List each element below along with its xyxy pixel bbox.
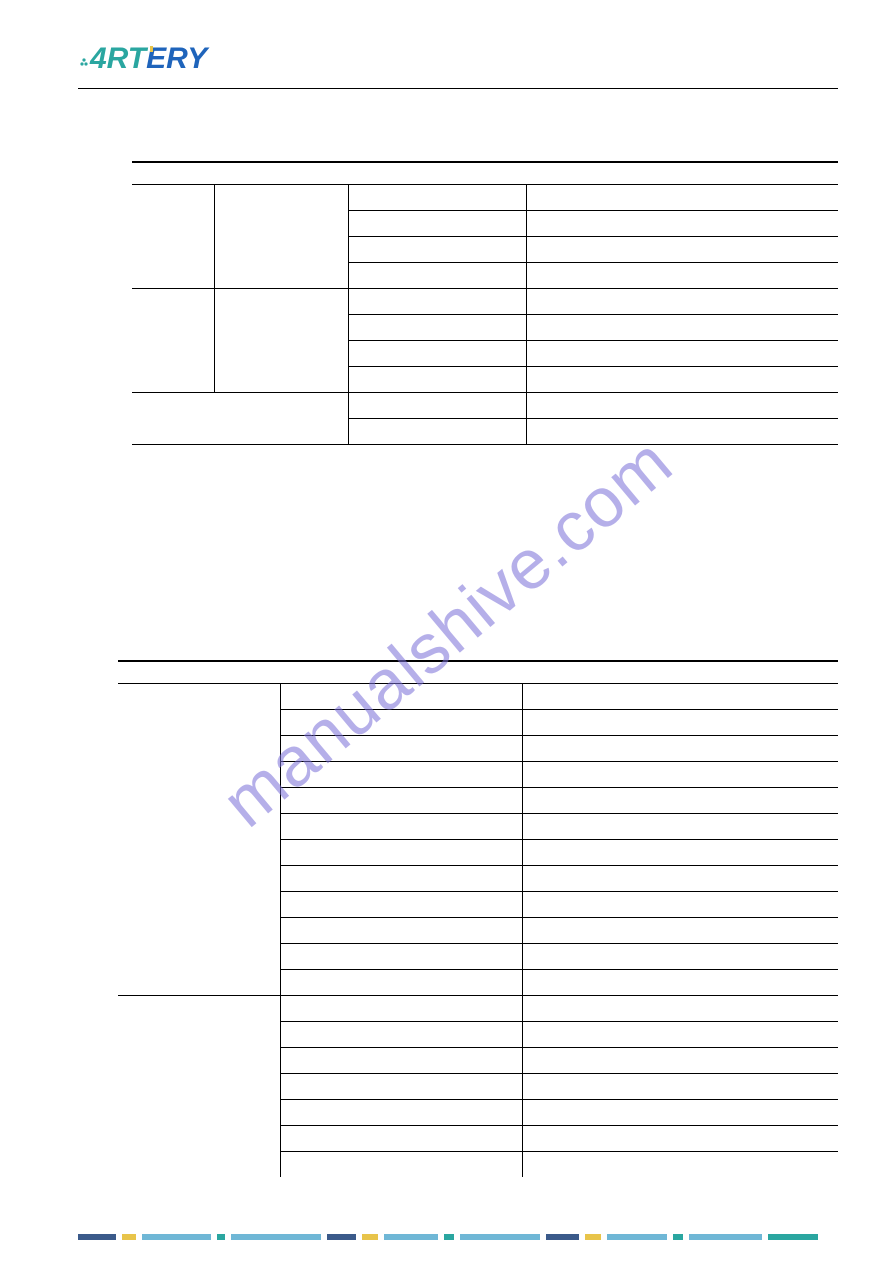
t2-rB6-c1 <box>280 1125 522 1151</box>
t2-gA-c0 <box>118 683 280 995</box>
footer-dash <box>689 1234 763 1240</box>
footer-dash <box>460 1234 540 1240</box>
t2-rA9-c2 <box>522 891 838 917</box>
t2-rB1-c1 <box>280 995 522 1021</box>
t2-rA11-c2 <box>522 943 838 969</box>
t2-rA10-c1 <box>280 917 522 943</box>
svg-text:4RTERY: 4RTERY <box>89 42 210 75</box>
t2-rB3-c1 <box>280 1047 522 1073</box>
t2-rA3-c1 <box>280 735 522 761</box>
footer-dash <box>142 1234 212 1240</box>
t2-rA10-c2 <box>522 917 838 943</box>
t2-rB7-c2 <box>522 1151 838 1177</box>
t2-rA6-c1 <box>280 813 522 839</box>
table-1 <box>132 161 838 445</box>
t2-rA8-c1 <box>280 865 522 891</box>
t1-g2-c0 <box>132 288 214 392</box>
brand-logo: 4RTERY <box>78 38 228 83</box>
footer-dash <box>768 1234 818 1240</box>
t1-r5-c3 <box>526 288 838 314</box>
t2-rB4-c2 <box>522 1073 838 1099</box>
t2-rB2-c2 <box>522 1021 838 1047</box>
t2-rA7-c2 <box>522 839 838 865</box>
footer-dash <box>673 1234 683 1240</box>
t1-r7-c2 <box>348 340 526 366</box>
t2-rA3-c2 <box>522 735 838 761</box>
t2-rA1-c1 <box>280 683 522 709</box>
t1-r10-c2 <box>348 418 526 444</box>
t2-rB1-c2 <box>522 995 838 1021</box>
t1-r2-c3 <box>526 210 838 236</box>
t1-r1-c3 <box>526 184 838 210</box>
t1-g1-c1 <box>214 184 348 288</box>
table2-header <box>118 661 838 683</box>
t2-rB5-c2 <box>522 1099 838 1125</box>
t1-r4-c3 <box>526 262 838 288</box>
footer-stripe <box>78 1233 818 1241</box>
footer-dash <box>384 1234 438 1240</box>
t1-r9-c2 <box>348 392 526 418</box>
footer-dash <box>78 1234 116 1240</box>
t1-r7-c3 <box>526 340 838 366</box>
table1-header <box>132 162 838 184</box>
t2-rB4-c1 <box>280 1073 522 1099</box>
t1-r10-c3 <box>526 418 838 444</box>
footer-dash <box>607 1234 667 1240</box>
table-2 <box>118 660 838 1177</box>
t2-rA12-c1 <box>280 969 522 995</box>
t2-rB7-c1 <box>280 1151 522 1177</box>
footer-dash <box>327 1234 357 1240</box>
t2-rA2-c2 <box>522 709 838 735</box>
t1-r6-c2 <box>348 314 526 340</box>
footer-dash <box>231 1234 320 1240</box>
footer-dash <box>122 1234 136 1240</box>
footer-dash <box>585 1234 601 1240</box>
header-rule <box>78 88 838 89</box>
t1-r8-c3 <box>526 366 838 392</box>
footer-dash <box>444 1234 454 1240</box>
footer-dash <box>217 1234 225 1240</box>
t2-rA5-c2 <box>522 787 838 813</box>
t1-r5-c2 <box>348 288 526 314</box>
t2-rA8-c2 <box>522 865 838 891</box>
t1-r8-c2 <box>348 366 526 392</box>
t2-gB-c0 <box>118 995 280 1177</box>
t1-r3-c3 <box>526 236 838 262</box>
t2-rB3-c2 <box>522 1047 838 1073</box>
t1-r2-c2 <box>348 210 526 236</box>
t2-rA1-c2 <box>522 683 838 709</box>
t2-rA4-c2 <box>522 761 838 787</box>
t1-r3-c2 <box>348 236 526 262</box>
t1-r4-c2 <box>348 262 526 288</box>
t1-g3-c01 <box>132 392 348 444</box>
logo-prefix: 4RT <box>89 42 149 75</box>
t2-rA9-c1 <box>280 891 522 917</box>
footer-dash <box>546 1234 580 1240</box>
t1-g1-c0 <box>132 184 214 288</box>
t2-rA11-c1 <box>280 943 522 969</box>
t2-rA4-c1 <box>280 761 522 787</box>
footer-dash <box>362 1234 378 1240</box>
t2-rB5-c1 <box>280 1099 522 1125</box>
t2-rA2-c1 <box>280 709 522 735</box>
t1-r1-c2 <box>348 184 526 210</box>
t2-rB2-c1 <box>280 1021 522 1047</box>
t2-rB6-c2 <box>522 1125 838 1151</box>
t1-g2-c1 <box>214 288 348 392</box>
t2-rA7-c1 <box>280 839 522 865</box>
t2-rA5-c1 <box>280 787 522 813</box>
t1-r6-c3 <box>526 314 838 340</box>
t2-rA6-c2 <box>522 813 838 839</box>
page-root: 4RTERY <box>0 0 894 1263</box>
logo-suffix: ERY <box>146 42 210 75</box>
t1-r9-c3 <box>526 392 838 418</box>
t2-rA12-c2 <box>522 969 838 995</box>
